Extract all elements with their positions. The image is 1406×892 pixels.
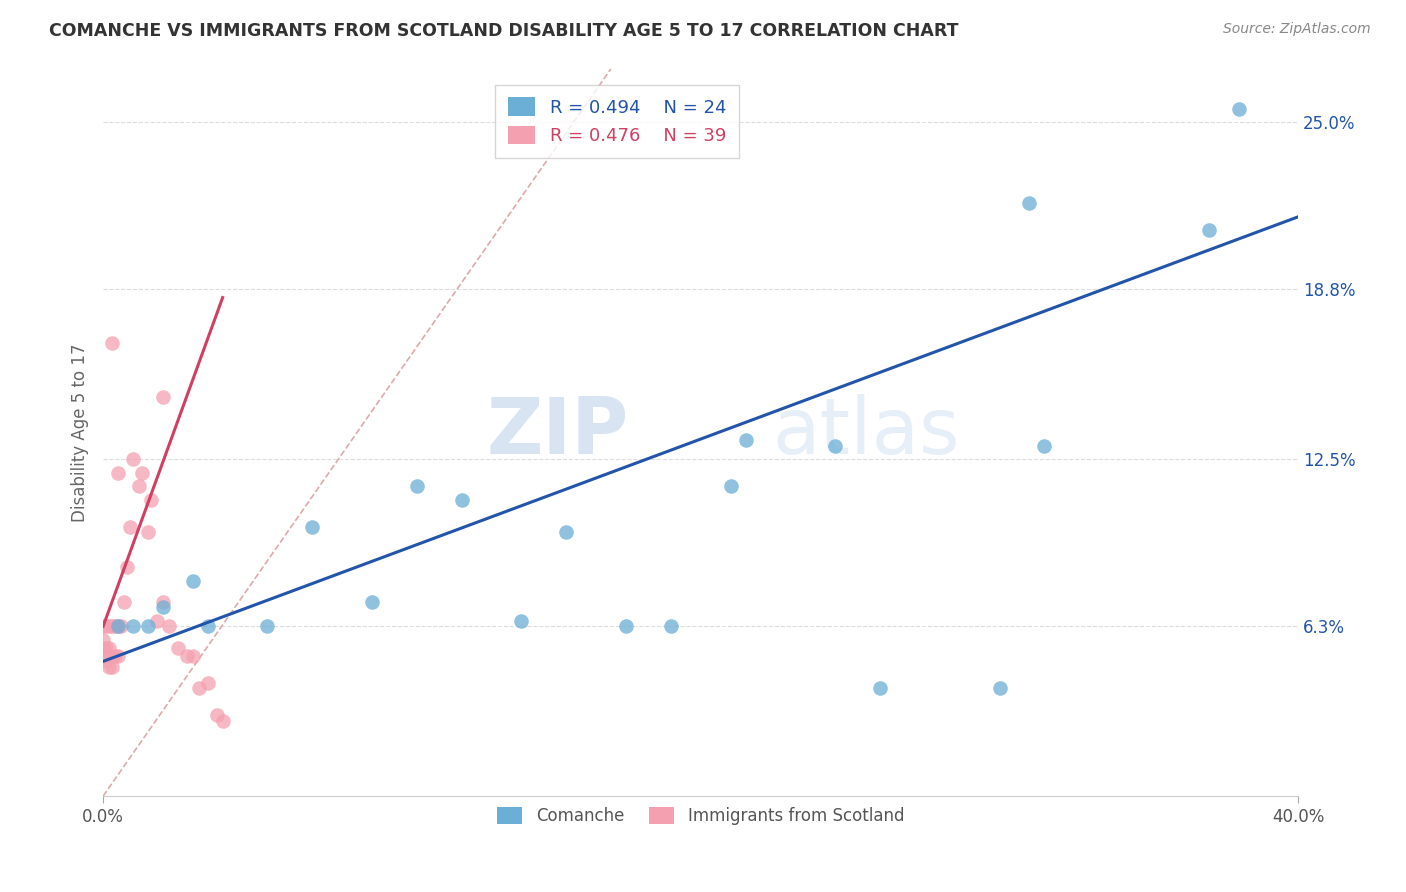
- Point: [450, 492, 472, 507]
- Point: [128, 479, 150, 493]
- Point: [110, 619, 132, 633]
- Point: [720, 479, 742, 493]
- Point: [98, 640, 121, 655]
- Point: [112, 595, 135, 609]
- Point: [181, 648, 204, 663]
- Point: [614, 619, 637, 633]
- Point: [555, 524, 578, 539]
- Point: [988, 681, 1011, 696]
- Point: [91, 640, 114, 655]
- Point: [157, 619, 180, 633]
- Point: [91, 632, 114, 647]
- Point: [101, 648, 124, 663]
- Point: [405, 479, 427, 493]
- Point: [181, 574, 204, 588]
- Point: [824, 439, 846, 453]
- Point: [256, 619, 278, 633]
- Point: [101, 336, 124, 351]
- Point: [115, 560, 138, 574]
- Point: [197, 619, 219, 633]
- Point: [104, 619, 127, 633]
- Point: [361, 595, 384, 609]
- Point: [659, 619, 682, 633]
- Point: [118, 519, 141, 533]
- Point: [510, 614, 533, 628]
- Point: [107, 619, 129, 633]
- Point: [146, 614, 169, 628]
- Point: [136, 524, 159, 539]
- Point: [94, 619, 117, 633]
- Point: [301, 519, 323, 533]
- Point: [107, 619, 129, 633]
- Point: [107, 648, 129, 663]
- Point: [211, 714, 233, 728]
- Text: atlas: atlas: [772, 394, 960, 470]
- Point: [94, 654, 117, 668]
- Text: Source: ZipAtlas.com: Source: ZipAtlas.com: [1223, 22, 1371, 37]
- Point: [187, 681, 209, 696]
- Point: [205, 708, 228, 723]
- Point: [1198, 223, 1220, 237]
- Point: [152, 595, 174, 609]
- Point: [197, 676, 219, 690]
- Point: [107, 466, 129, 480]
- Text: COMANCHE VS IMMIGRANTS FROM SCOTLAND DISABILITY AGE 5 TO 17 CORRELATION CHART: COMANCHE VS IMMIGRANTS FROM SCOTLAND DIS…: [49, 22, 959, 40]
- Point: [122, 452, 145, 467]
- Point: [122, 619, 145, 633]
- Point: [152, 600, 174, 615]
- Point: [1227, 102, 1250, 116]
- Point: [1033, 439, 1056, 453]
- Point: [98, 619, 121, 633]
- Point: [152, 390, 174, 404]
- Point: [131, 466, 153, 480]
- Point: [91, 619, 114, 633]
- Point: [94, 640, 117, 655]
- Point: [139, 492, 162, 507]
- Point: [101, 619, 124, 633]
- Point: [136, 619, 159, 633]
- Point: [734, 434, 756, 448]
- Point: [176, 648, 198, 663]
- Point: [101, 659, 124, 673]
- Point: [104, 648, 127, 663]
- Legend: Comanche, Immigrants from Scotland: Comanche, Immigrants from Scotland: [488, 797, 914, 835]
- Point: [166, 640, 188, 655]
- Y-axis label: Disability Age 5 to 17: Disability Age 5 to 17: [72, 343, 89, 522]
- Point: [98, 659, 121, 673]
- Text: ZIP: ZIP: [486, 394, 628, 470]
- Point: [869, 681, 891, 696]
- Point: [91, 648, 114, 663]
- Point: [1018, 196, 1040, 211]
